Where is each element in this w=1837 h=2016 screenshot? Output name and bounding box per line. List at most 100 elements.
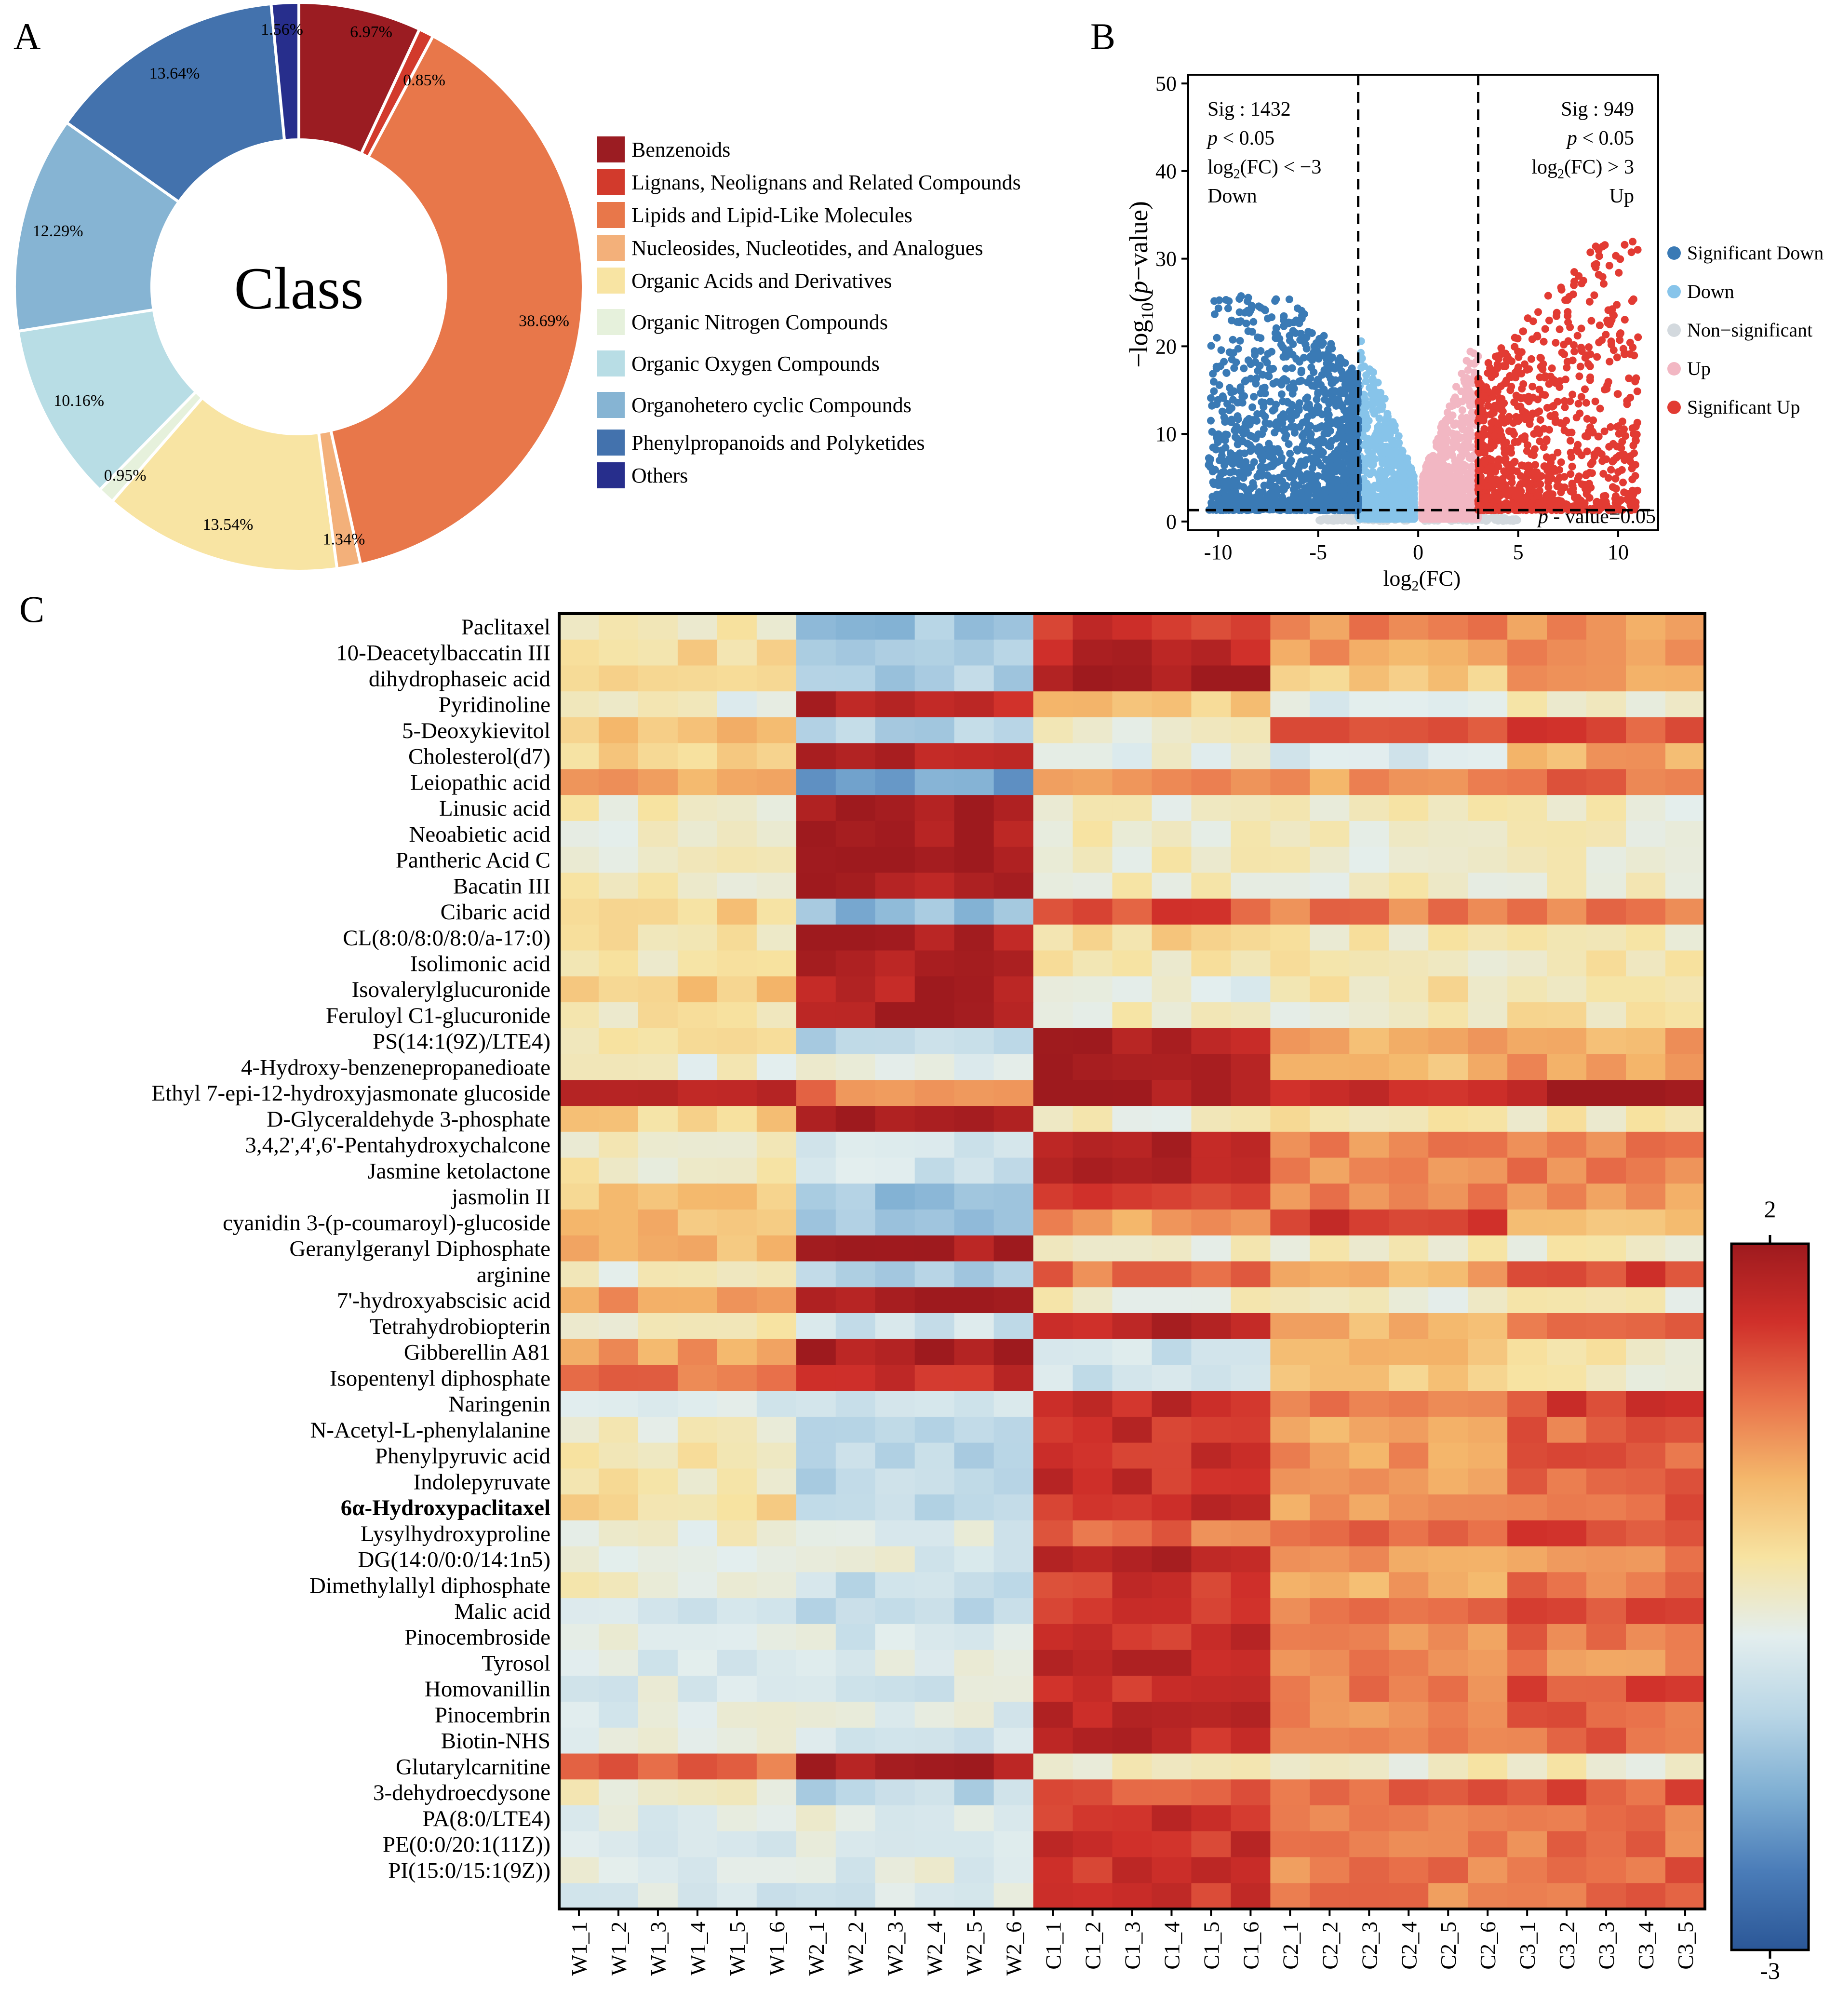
heatmap-cell bbox=[1152, 924, 1192, 951]
volcano-point bbox=[1210, 387, 1218, 395]
volcano-point bbox=[1258, 398, 1266, 406]
volcano-point bbox=[1210, 480, 1218, 488]
heatmap-cell bbox=[954, 691, 994, 718]
heatmap-cell bbox=[1349, 795, 1390, 821]
volcano-point bbox=[1253, 506, 1261, 514]
heatmap-cell bbox=[796, 820, 836, 847]
donut-slice bbox=[13, 121, 181, 333]
heatmap-cell bbox=[1547, 769, 1587, 795]
heatmap-cell bbox=[875, 976, 915, 1003]
volcano-point bbox=[1303, 393, 1312, 402]
volcano-point bbox=[1524, 314, 1532, 323]
volcano-point bbox=[1523, 494, 1531, 502]
volcano-point bbox=[1246, 441, 1254, 449]
volcano-point bbox=[1289, 340, 1297, 348]
volcano-point bbox=[1222, 369, 1231, 377]
volcano-point bbox=[1324, 406, 1332, 414]
heatmap-cell bbox=[1389, 665, 1429, 692]
heatmap-cell bbox=[1468, 950, 1508, 977]
volcano-point bbox=[1517, 480, 1525, 488]
volcano-point bbox=[1329, 514, 1337, 523]
volcano-point bbox=[1501, 469, 1509, 477]
volcano-point bbox=[1493, 364, 1502, 373]
heatmap-cell bbox=[796, 899, 836, 925]
volcano-point bbox=[1317, 461, 1325, 470]
volcano-point bbox=[1590, 452, 1598, 460]
heatmap-cell bbox=[993, 665, 1034, 692]
pie-legend-label: Organohetero cyclic Compounds bbox=[631, 393, 912, 417]
volcano-point bbox=[1480, 425, 1488, 433]
volcano-point bbox=[1566, 437, 1574, 445]
heatmap-cell bbox=[1586, 639, 1626, 666]
volcano-point bbox=[1567, 448, 1575, 457]
volcano-point bbox=[1456, 457, 1463, 465]
volcano-point bbox=[1391, 422, 1399, 430]
volcano-point bbox=[1379, 448, 1387, 457]
heatmap-cell bbox=[1152, 691, 1192, 718]
heatmap-cell bbox=[1586, 899, 1626, 925]
heatmap-cell bbox=[875, 899, 915, 925]
heatmap-cell bbox=[1270, 717, 1311, 744]
volcano-right-sig: Sig : 949 bbox=[1561, 98, 1634, 121]
volcano-point bbox=[1545, 426, 1553, 434]
volcano-point bbox=[1524, 468, 1532, 476]
volcano-point bbox=[1485, 455, 1493, 463]
heatmap-cell bbox=[914, 795, 955, 821]
volcano-point bbox=[1248, 328, 1256, 336]
volcano-point bbox=[1316, 423, 1324, 431]
heatmap-cell bbox=[993, 820, 1034, 847]
volcano-point bbox=[1406, 478, 1414, 486]
volcano-point bbox=[1383, 468, 1392, 476]
heatmap-cell bbox=[1310, 847, 1350, 874]
heatmap-cell bbox=[1191, 665, 1232, 692]
volcano-point bbox=[1437, 479, 1445, 487]
heatmap-cell bbox=[796, 873, 836, 899]
heatmap-cell bbox=[954, 639, 994, 666]
volcano-point bbox=[1540, 443, 1548, 451]
heatmap-cell bbox=[1310, 769, 1350, 795]
volcano-point bbox=[1604, 474, 1612, 482]
volcano-point bbox=[1541, 462, 1549, 470]
heatmap-cell bbox=[1468, 820, 1508, 847]
pie-legend-swatch bbox=[597, 169, 625, 195]
volcano-point bbox=[1238, 393, 1247, 401]
volcano-point bbox=[1586, 373, 1594, 381]
heatmap-cell bbox=[835, 769, 876, 795]
volcano-point bbox=[1338, 441, 1346, 449]
volcano-point bbox=[1561, 376, 1569, 384]
volcano-point bbox=[1333, 418, 1341, 427]
volcano-point bbox=[1244, 294, 1252, 302]
volcano-point bbox=[1330, 449, 1339, 457]
heatmap-cell bbox=[1389, 743, 1429, 770]
volcano-point bbox=[1512, 502, 1520, 511]
heatmap-cell bbox=[1349, 717, 1390, 744]
heatmap-cell bbox=[914, 743, 955, 770]
heatmap-cell bbox=[1191, 691, 1232, 718]
volcano-point bbox=[1583, 415, 1591, 423]
volcano-point bbox=[1462, 390, 1470, 399]
volcano-point bbox=[1587, 317, 1596, 325]
heatmap-cell bbox=[954, 795, 994, 821]
heatmap-cell bbox=[1665, 665, 1705, 692]
heatmap-cell bbox=[559, 665, 599, 692]
volcano-point bbox=[1515, 353, 1523, 361]
volcano-point bbox=[1326, 443, 1334, 451]
heatmap-cell bbox=[1033, 743, 1073, 770]
volcano-point bbox=[1407, 466, 1415, 474]
heatmap-cell bbox=[1349, 691, 1390, 718]
heatmap-cell bbox=[954, 976, 994, 1003]
volcano-point bbox=[1336, 354, 1344, 362]
volcano-point bbox=[1247, 375, 1255, 383]
heatmap-cell bbox=[1428, 743, 1469, 770]
volcano-point bbox=[1479, 392, 1488, 400]
volcano-right-fc: log2(FC) > 3 bbox=[1531, 156, 1634, 182]
volcano-point bbox=[1213, 334, 1221, 342]
volcano-point bbox=[1531, 445, 1539, 453]
heatmap-cell bbox=[1626, 795, 1666, 821]
volcano-point bbox=[1630, 430, 1637, 438]
volcano-point bbox=[1317, 435, 1325, 444]
volcano-point bbox=[1274, 445, 1282, 453]
heatmap-cell bbox=[1389, 691, 1429, 718]
heatmap-cell bbox=[1665, 769, 1705, 795]
y-tick-label: 50 bbox=[1155, 72, 1177, 95]
